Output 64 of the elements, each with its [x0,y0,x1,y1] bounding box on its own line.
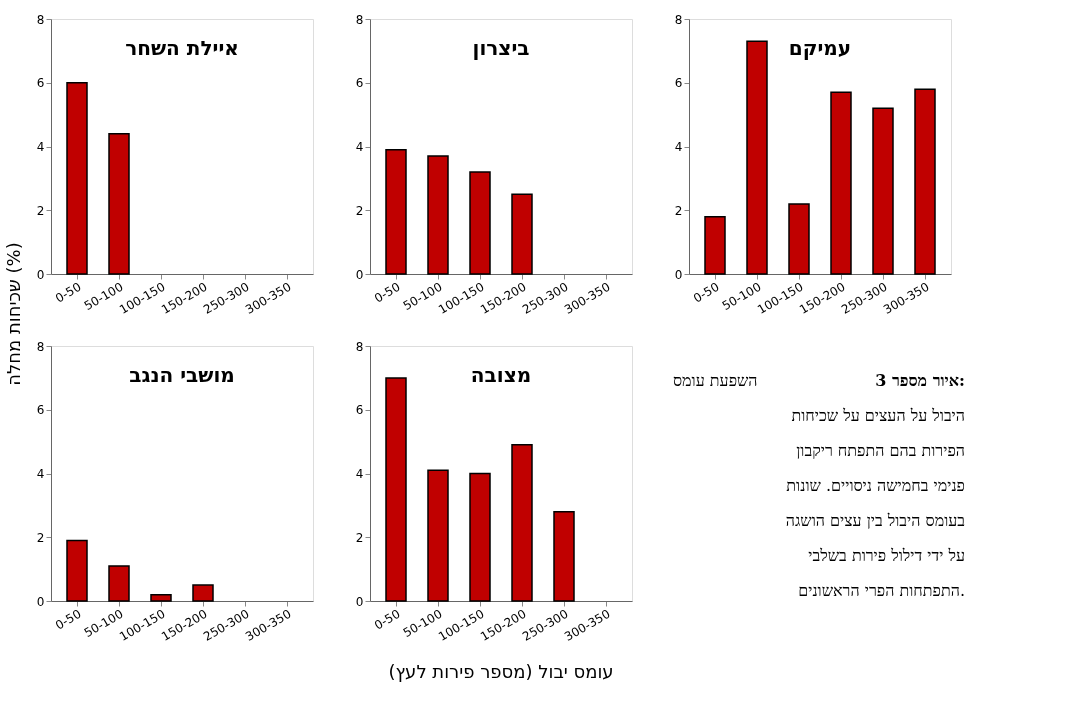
y-tick-label: 2 [674,203,683,218]
text: בעומס היבול בין עצים הושגה [785,511,966,530]
text: איור מספר 3: [875,371,965,390]
y-tick-label: 6 [355,76,364,91]
x-tick-label: 0-50 [371,606,403,633]
bar [914,88,936,275]
y-tick-label: 6 [355,403,364,418]
bar [150,593,172,602]
bar [469,171,491,275]
y-tick-label: 0 [674,267,683,282]
y-tick-label: 4 [674,140,683,154]
bar [511,193,533,275]
y-tick-label: 4 [36,467,45,481]
bar [553,511,575,602]
text: הפירות בהם התפתח ריקבון [796,441,965,460]
y-tick-label: 8 [674,12,683,27]
bar [385,148,407,275]
bar [511,444,533,602]
bar [192,584,214,602]
text: התפתחות הפרי הראשונים. [798,581,965,600]
y-tick-label: 4 [355,467,364,481]
bar [704,215,726,275]
bar [66,539,88,602]
bar [788,203,810,275]
bar [469,472,491,602]
y-tick-label: 8 [36,12,45,27]
text: השפעת עומס [673,371,758,390]
y-tick-label: 0 [36,267,45,282]
text: מושבי הנגב [129,363,235,387]
y-tick-label: 2 [36,530,45,545]
y-axis-title: שכיחות מחלה (%) [3,242,24,386]
text: היבול על העצים על שכיחות [791,406,965,425]
bar [830,91,852,275]
text: עמיקם [788,36,852,60]
y-tick-label: 0 [355,594,364,609]
y-tick-label: 8 [355,339,364,354]
x-tick-label: 0-50 [52,279,84,306]
y-tick-label: 4 [36,140,45,154]
text: על ידי דילול פירות בשלבי [808,546,965,565]
bar [872,107,894,275]
y-tick-label: 2 [355,530,364,545]
y-tick-label: 6 [674,76,683,91]
x-tick-label: 0-50 [371,279,403,306]
y-tick-label: 0 [355,267,364,282]
x-axis-title: עומס יבול (מספר פירות לעץ) [388,661,614,682]
y-tick-label: 2 [36,203,45,218]
bar [385,377,407,602]
y-tick-label: 0 [36,594,45,609]
text: ביצרון [472,36,530,60]
text: מצובה [470,363,532,387]
bar [427,469,449,602]
text: פנימי בחמישה ניסויים. שונות [786,476,965,495]
y-tick-label: 8 [355,12,364,27]
bar [108,565,130,602]
x-tick-label: 0-50 [690,279,722,306]
y-tick-label: 6 [36,76,45,91]
bar [427,155,449,275]
x-tick-label: 0-50 [52,606,84,633]
y-tick-label: 4 [355,140,364,154]
text: איילת השחר [125,36,239,60]
y-tick-label: 6 [36,403,45,418]
bar [746,40,768,275]
y-tick-label: 2 [355,203,364,218]
y-tick-label: 8 [36,339,45,354]
